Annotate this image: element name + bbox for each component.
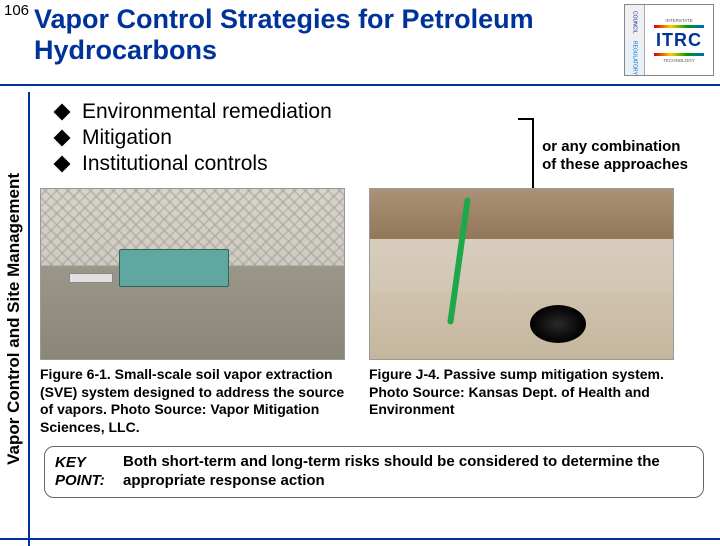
pipe-graphic bbox=[69, 273, 113, 283]
logo-line-icon bbox=[654, 53, 704, 56]
sidebar-label: Vapor Control and Site Management bbox=[4, 173, 24, 465]
logo-text-technology: TECHNOLOGY bbox=[663, 58, 695, 63]
bracket-icon bbox=[522, 118, 534, 194]
figure-1-image bbox=[40, 188, 345, 360]
kp-label-line1: KEY bbox=[55, 454, 86, 471]
itrc-logo: COUNCIL REGULATORY INTERSTATE ITRC TECHN… bbox=[624, 4, 714, 76]
bullet-text: Environmental remediation bbox=[82, 100, 332, 124]
note-line1: or any combination bbox=[542, 138, 688, 156]
diamond-bullet-icon bbox=[54, 130, 71, 147]
kp-label-line2: POINT: bbox=[55, 472, 105, 489]
header: Vapor Control Strategies for Petroleum H… bbox=[0, 0, 720, 86]
logo-text-regulatory: REGULATORY bbox=[625, 40, 644, 75]
content-area: Vapor Control and Site Management Enviro… bbox=[0, 86, 720, 546]
sidebar: Vapor Control and Site Management bbox=[0, 92, 30, 546]
key-point-label: KEY POINT: bbox=[55, 454, 111, 490]
key-point-text: Both short-term and long-term risks shou… bbox=[123, 453, 693, 491]
slide-number: 106 bbox=[4, 2, 29, 19]
main-content: Environmental remediation Mitigation Ins… bbox=[34, 92, 720, 546]
bracket-annotation: or any combination of these approaches bbox=[522, 118, 688, 194]
bullet-text: Mitigation bbox=[82, 126, 172, 150]
figure-1-caption: Figure 6-1. Small-scale soil vapor extra… bbox=[40, 366, 345, 436]
figures-row: Figure 6-1. Small-scale soil vapor extra… bbox=[40, 188, 708, 436]
logo-main-text: ITRC bbox=[656, 30, 702, 51]
diamond-bullet-icon bbox=[54, 156, 71, 173]
floor-graphic bbox=[370, 291, 673, 359]
logo-text-interstate: INTERSTATE bbox=[665, 18, 692, 23]
logo-text-council: COUNCIL bbox=[625, 5, 644, 40]
slide-title: Vapor Control Strategies for Petroleum H… bbox=[34, 4, 624, 76]
bullet-text: Institutional controls bbox=[82, 152, 268, 176]
figure-2: Figure J‑4. Passive sump mitigation syst… bbox=[369, 188, 674, 436]
key-point-box: KEY POINT: Both short-term and long-term… bbox=[44, 446, 704, 498]
note-line2: of these approaches bbox=[542, 156, 688, 174]
bullet-list: Environmental remediation Mitigation Ins… bbox=[50, 100, 708, 176]
equipment-box-graphic bbox=[119, 249, 229, 287]
figure-1: Figure 6-1. Small-scale soil vapor extra… bbox=[40, 188, 345, 436]
wall-graphic bbox=[370, 189, 673, 239]
figure-2-caption: Figure J‑4. Passive sump mitigation syst… bbox=[369, 366, 674, 419]
figure-2-image bbox=[369, 188, 674, 360]
diamond-bullet-icon bbox=[54, 104, 71, 121]
logo-line-icon bbox=[654, 25, 704, 28]
sump-graphic bbox=[530, 305, 586, 343]
